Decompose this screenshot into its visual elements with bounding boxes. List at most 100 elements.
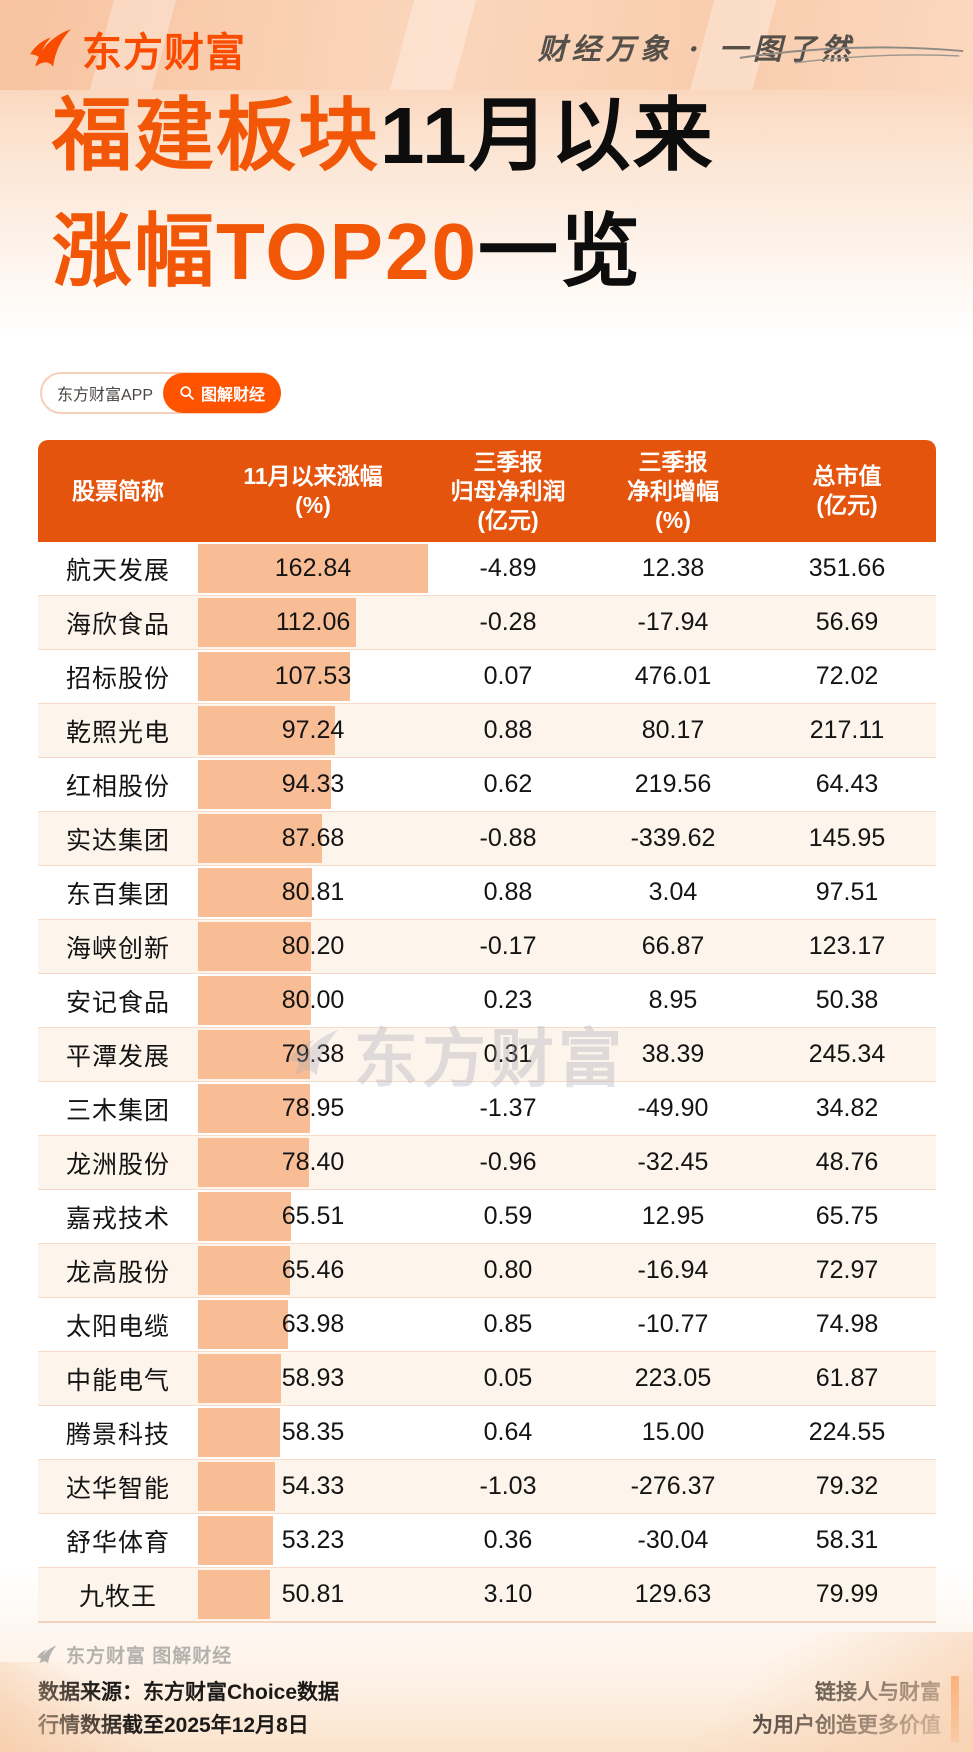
table-row: 太阳电缆 63.98 0.85 -10.77 74.98 — [38, 1297, 936, 1351]
pct-bar — [198, 652, 350, 701]
tujie-caijing-tag: 图解财经 — [163, 373, 282, 413]
pct-cell: 79.38 — [198, 1028, 428, 1081]
eastmoney-logo-text: 东方财富 — [82, 31, 246, 75]
growth-cell: -276.37 — [630, 1472, 716, 1500]
title-line1-black: 11月以来 — [380, 91, 715, 180]
table-row: 龙高股份 65.46 0.80 -16.94 72.97 — [38, 1243, 936, 1297]
pct-bar — [198, 1030, 310, 1079]
marketcap-cell: 351.66 — [808, 554, 886, 582]
table-row: 乾照光电 97.24 0.88 80.17 217.11 — [38, 703, 936, 757]
table-row: 嘉戎技术 65.51 0.59 12.95 65.75 — [38, 1189, 936, 1243]
stock-name: 海峡创新 — [65, 934, 170, 963]
pct-cell: 97.24 — [198, 704, 428, 757]
marketcap-cell: 79.99 — [815, 1580, 879, 1608]
table-row: 腾景科技 58.35 0.64 15.00 224.55 — [38, 1405, 936, 1459]
pct-bar — [198, 1246, 290, 1295]
stock-name: 太阳电缆 — [65, 1312, 170, 1341]
marketcap-cell: 74.98 — [815, 1310, 879, 1338]
pct-bar — [198, 760, 331, 809]
stock-name: 红相股份 — [65, 772, 170, 801]
stock-name: 达华智能 — [65, 1474, 170, 1503]
profit-cell: -0.96 — [479, 1148, 537, 1176]
table-row: 舒华体育 53.23 0.36 -30.04 58.31 — [38, 1513, 936, 1567]
stock-name: 腾景科技 — [65, 1420, 170, 1449]
table-row: 东百集团 80.81 0.88 3.04 97.51 — [38, 865, 936, 919]
pct-bar — [198, 1138, 309, 1187]
eastmoney-logo-icon — [30, 29, 71, 67]
growth-cell: 8.95 — [648, 986, 698, 1014]
stock-name: 龙高股份 — [65, 1258, 170, 1287]
app-badge: 东方财富APP 图解财经 — [40, 372, 282, 414]
stock-name: 三木集团 — [65, 1096, 170, 1125]
marketcap-cell: 64.43 — [815, 770, 879, 798]
hero-streaks — [0, 0, 973, 90]
pct-cell: 80.20 — [198, 920, 428, 973]
footer-slogan-line2: 为用户创造更多价值 — [752, 1714, 941, 1737]
profit-cell: 0.88 — [483, 716, 533, 744]
pct-cell: 58.35 — [198, 1406, 428, 1459]
pct-bar — [198, 544, 428, 593]
marketcap-cell: 245.34 — [808, 1040, 886, 1068]
marketcap-cell: 79.32 — [815, 1472, 879, 1500]
pct-cell: 78.95 — [198, 1082, 428, 1135]
profit-cell: 0.85 — [483, 1310, 533, 1338]
pct-cell: 162.84 — [198, 542, 428, 595]
growth-cell: 12.38 — [641, 554, 705, 582]
profit-cell: 0.88 — [483, 878, 533, 906]
table-row: 海峡创新 80.20 -0.17 66.87 123.17 — [38, 919, 936, 973]
growth-cell: 219.56 — [634, 770, 712, 798]
profit-cell: 0.23 — [483, 986, 533, 1014]
footer-source-block: 数据来源：东方财富Choice数据 行情数据截至2025年12月8日 — [38, 1676, 339, 1742]
profit-cell: -1.37 — [479, 1094, 537, 1122]
growth-cell: 3.04 — [648, 878, 698, 906]
stock-name: 九牧王 — [78, 1582, 157, 1611]
profit-cell: 0.62 — [483, 770, 533, 798]
pct-bar — [198, 706, 335, 755]
footer-brand-icon — [37, 1645, 57, 1663]
profit-cell: 3.10 — [483, 1580, 533, 1608]
stock-name: 乾照光电 — [65, 718, 170, 747]
footer-brand: 东方财富 图解财经 — [36, 1641, 232, 1668]
table-row: 三木集团 78.95 -1.37 -49.90 34.82 — [38, 1081, 936, 1135]
growth-cell: -17.94 — [637, 608, 709, 636]
swoosh-underline — [739, 46, 964, 64]
data-date: 行情数据截至2025年12月8日 — [38, 1714, 309, 1737]
table-row: 招标股份 107.53 0.07 476.01 72.02 — [38, 649, 936, 703]
marketcap-cell: 56.69 — [815, 608, 879, 636]
stock-name: 龙洲股份 — [65, 1150, 170, 1179]
pct-cell: 112.06 — [198, 596, 428, 649]
table-row: 实达集团 87.68 -0.88 -339.62 145.95 — [38, 811, 936, 865]
table-row: 九牧王 50.81 3.10 129.63 79.99 — [38, 1567, 936, 1621]
growth-cell: -16.94 — [637, 1256, 709, 1284]
growth-cell: 80.17 — [641, 716, 705, 744]
footer-accent-bar — [951, 1676, 959, 1742]
profit-cell: 0.05 — [483, 1364, 533, 1392]
pct-bar — [198, 1516, 273, 1565]
growth-cell: -32.45 — [637, 1148, 709, 1176]
title-line1: 福建板块11月以来 — [52, 78, 715, 194]
growth-cell: 66.87 — [641, 932, 705, 960]
growth-cell: 223.05 — [634, 1364, 712, 1392]
table-row: 平潭发展 79.38 0.31 38.39 245.34 — [38, 1027, 936, 1081]
pct-cell: 80.81 — [198, 866, 428, 919]
marketcap-cell: 72.97 — [815, 1256, 879, 1284]
title-line2-black: 一览 — [478, 207, 642, 296]
pct-bar — [198, 598, 356, 647]
stock-name: 中能电气 — [65, 1366, 170, 1395]
stock-table: 股票简称 11月以来涨幅 (%) 三季报 归母净利润 (亿元) 三季报 净利增幅 (%) 总市值(… — [38, 440, 936, 1623]
pct-bar — [198, 922, 311, 971]
pct-cell: 107.53 — [198, 650, 428, 703]
table-row: 龙洲股份 78.40 -0.96 -32.45 48.76 — [38, 1135, 936, 1189]
profit-cell: -0.28 — [479, 608, 537, 636]
pct-bar — [198, 1300, 288, 1349]
marketcap-cell: 61.87 — [815, 1364, 879, 1392]
slogan: 财经万象 · 一图了然 — [538, 26, 855, 68]
table-header: 股票简称 11月以来涨幅 (%) 三季报 归母净利润 (亿元) 三季报 净利增幅 (%) 总市值(… — [38, 440, 936, 542]
title-line2: 涨幅TOP20一览 — [52, 194, 715, 310]
table-row: 海欣食品 112.06 -0.28 -17.94 56.69 — [38, 595, 936, 649]
stock-name: 航天发展 — [65, 556, 170, 585]
data-source: 数据来源：东方财富Choice数据 — [38, 1681, 340, 1704]
stock-name: 平潭发展 — [65, 1042, 170, 1071]
title-line1-orange: 福建板块 — [52, 91, 380, 180]
